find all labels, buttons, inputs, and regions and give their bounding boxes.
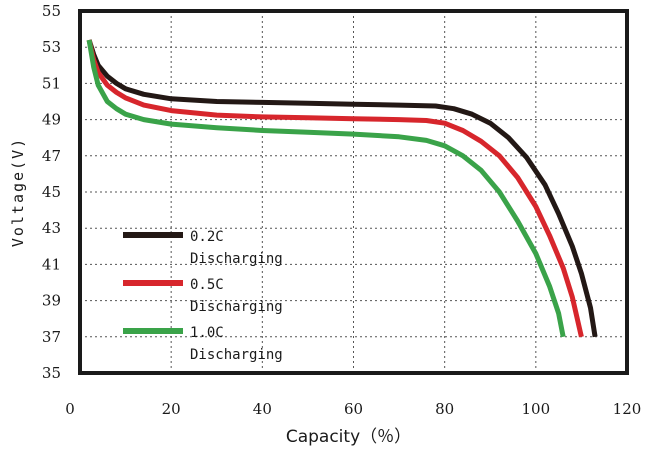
legend: 0.2C Discharging 0.5C Discharging 1.0C Discha… (123, 229, 283, 363)
y-tick-label: 53 (42, 38, 61, 56)
x-tick-label: 100 (522, 400, 551, 418)
x-axis-title: Capacity（％） (286, 427, 411, 447)
y-tick-label: 37 (42, 328, 61, 346)
legend-label-2: Discharging (190, 347, 283, 363)
x-tick-labels: 0 20 40 60 80 100 120 (65, 400, 641, 418)
legend-label-2: 1.0C (190, 325, 224, 341)
x-tick-label: 40 (253, 400, 272, 418)
grid-lines (80, 11, 627, 373)
x-tick-label: 0 (65, 400, 75, 418)
y-axis-title: Voltage(V) (9, 137, 27, 247)
y-tick-labels: 35 37 39 41 43 45 47 49 51 53 55 (42, 2, 61, 382)
y-tick-label: 41 (42, 255, 61, 273)
x-tick-label: 120 (613, 400, 642, 418)
series-line-1 (86, 39, 584, 338)
legend-label-1: Discharging (190, 299, 283, 315)
y-tick-label: 45 (42, 183, 61, 201)
x-tick-label: 80 (435, 400, 454, 418)
legend-label-0: 0.2C (190, 229, 224, 245)
legend-label-0: Discharging (190, 251, 283, 267)
y-tick-label: 49 (42, 111, 61, 129)
series-line-0 (86, 39, 598, 338)
x-tick-label: 60 (344, 400, 363, 418)
y-tick-label: 51 (42, 74, 61, 92)
series-line-2 (86, 39, 566, 338)
y-tick-label: 43 (42, 219, 61, 237)
y-tick-label: 35 (42, 364, 61, 382)
y-tick-label: 39 (42, 292, 61, 310)
series-group (86, 39, 598, 338)
x-tick-label: 20 (162, 400, 181, 418)
plot-frame (78, 9, 629, 375)
legend-label-1: 0.5C (190, 277, 224, 293)
y-tick-label: 47 (42, 147, 61, 165)
y-tick-label: 55 (42, 2, 61, 20)
